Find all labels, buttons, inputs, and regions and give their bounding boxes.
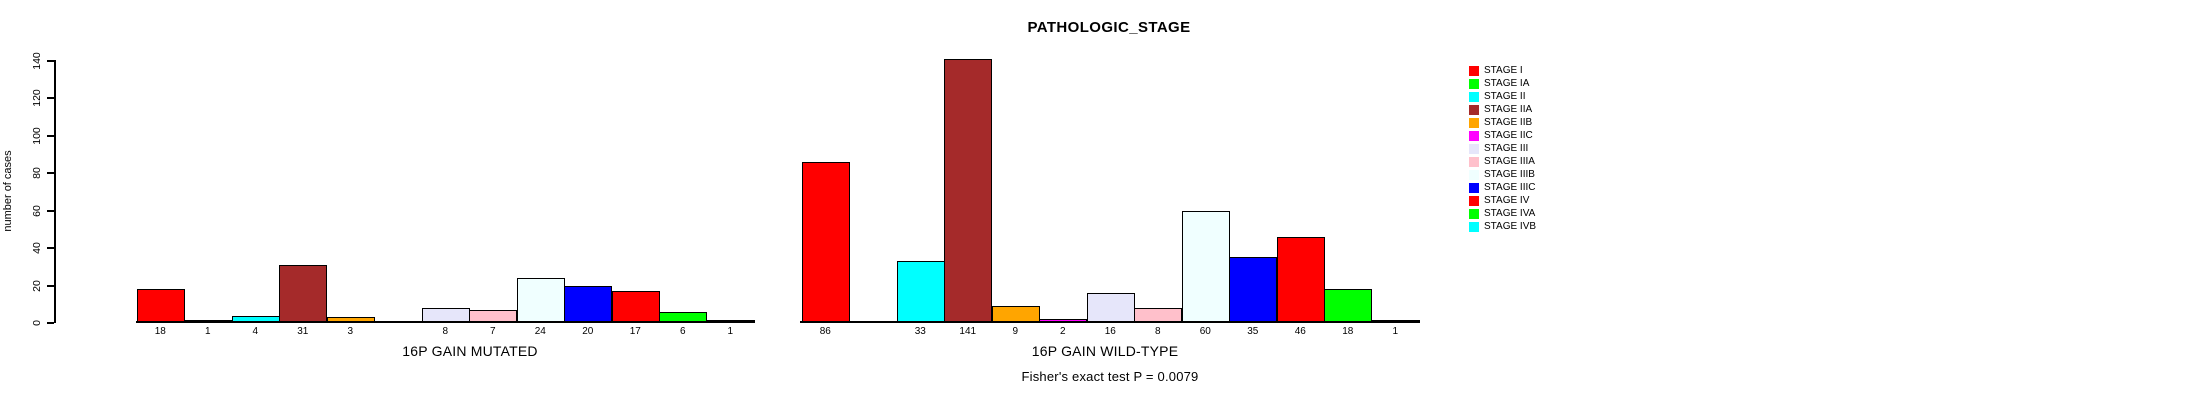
legend-label-stage-iic: STAGE IIC <box>1484 130 1533 141</box>
bar-value-16p-gain-mutated-stage-iv: 17 <box>629 326 641 337</box>
bar-16p-gain-wild-type-stage-iiib <box>1182 211 1230 323</box>
bar-value-16p-gain-mutated-stage-ivb: 1 <box>727 326 734 337</box>
legend-label-stage-iii: STAGE III <box>1484 143 1529 154</box>
bar-16p-gain-wild-type-stage-iii <box>1087 293 1135 323</box>
bar-value-16p-gain-mutated-stage-iiib: 24 <box>534 326 546 337</box>
legend-swatch-stage-iia <box>1469 105 1479 115</box>
legend-label-stage-iia: STAGE IIA <box>1484 104 1533 115</box>
bar-16p-gain-wild-type-stage-iia <box>944 59 992 323</box>
legend-label-stage-iiia: STAGE IIIA <box>1484 156 1535 167</box>
bar-value-16p-gain-wild-type-stage-ii: 33 <box>914 326 926 337</box>
legend-label-stage-iv: STAGE IV <box>1484 195 1530 206</box>
legend-swatch-stage-iva <box>1469 209 1479 219</box>
bar-16p-gain-mutated-stage-iia <box>279 265 327 323</box>
legend-label-stage-iib: STAGE IIB <box>1484 117 1533 128</box>
bar-16p-gain-mutated-stage-iiib <box>517 278 565 323</box>
bar-value-16p-gain-wild-type-stage-iia: 141 <box>959 326 977 337</box>
bar-16p-gain-wild-type-stage-iv <box>1277 237 1325 323</box>
bar-value-16p-gain-wild-type-stage-iiib: 60 <box>1199 326 1211 337</box>
y-axis-label: number of cases <box>2 150 14 232</box>
bar-value-16p-gain-wild-type-stage-iib: 9 <box>1012 326 1019 337</box>
y-axis-tick-140 <box>47 59 54 62</box>
legend-label-stage-iva: STAGE IVA <box>1484 208 1536 219</box>
y-axis-tick-label-80: 80 <box>31 167 43 180</box>
bar-value-16p-gain-wild-type-stage-ivb: 1 <box>1392 326 1399 337</box>
y-axis-tick-80 <box>47 172 54 175</box>
legend-swatch-stage-ivb <box>1469 222 1479 232</box>
bar-value-16p-gain-mutated-stage-iiic: 20 <box>582 326 594 337</box>
legend-swatch-stage-i <box>1469 66 1479 76</box>
legend-swatch-stage-iiic <box>1469 183 1479 193</box>
x-axis-label-wild-type: 16P GAIN WILD-TYPE <box>1031 343 1179 359</box>
bar-value-16p-gain-mutated-stage-iiia: 7 <box>489 326 496 337</box>
bar-value-16p-gain-wild-type-stage-iic: 2 <box>1059 326 1066 337</box>
bar-16p-gain-mutated-stage-iiic <box>564 286 612 323</box>
chart-title: PATHOLOGIC_STAGE <box>1027 19 1191 36</box>
bar-16p-gain-wild-type-stage-iva <box>1324 289 1372 323</box>
legend-swatch-stage-iiia <box>1469 157 1479 167</box>
y-axis-tick-label-100: 100 <box>31 127 43 145</box>
y-axis-tick-label-40: 40 <box>31 242 43 254</box>
x-axis-line-mutated-group <box>136 321 755 323</box>
bar-16p-gain-wild-type-stage-ii <box>897 261 945 323</box>
y-axis-tick-100 <box>47 134 54 137</box>
legend-label-stage-ii: STAGE II <box>1484 91 1526 102</box>
y-axis-tick-label-20: 20 <box>31 279 43 292</box>
y-axis-line <box>54 60 56 323</box>
legend-swatch-stage-iic <box>1469 131 1479 141</box>
legend-swatch-stage-iii <box>1469 144 1479 154</box>
legend-swatch-stage-iib <box>1469 118 1479 128</box>
y-axis-tick-0 <box>47 322 54 324</box>
bar-value-16p-gain-mutated-stage-i: 18 <box>154 326 166 337</box>
y-axis-tick-20 <box>47 284 54 287</box>
bar-value-16p-gain-wild-type-stage-iva: 18 <box>1342 326 1354 337</box>
fisher-test-annotation: Fisher's exact test P = 0.0079 <box>1021 369 1199 384</box>
bar-16p-gain-wild-type-stage-i <box>802 162 850 323</box>
y-axis-tick-120 <box>47 97 54 100</box>
legend-swatch-stage-ii <box>1469 92 1479 102</box>
bar-value-16p-gain-wild-type-stage-iiic: 35 <box>1247 326 1259 337</box>
legend-label-stage-ivb: STAGE IVB <box>1484 221 1537 232</box>
y-axis-tick-60 <box>47 209 54 212</box>
legend-label-stage-iiib: STAGE IIIB <box>1484 169 1535 180</box>
bar-value-16p-gain-mutated-stage-iii: 8 <box>442 326 449 337</box>
bar-value-16p-gain-mutated-stage-iib: 3 <box>347 326 354 337</box>
bar-value-16p-gain-mutated-stage-iva: 6 <box>679 326 686 337</box>
y-axis-tick-40 <box>47 247 54 250</box>
y-axis-tick-label-0: 0 <box>31 320 43 326</box>
bar-16p-gain-wild-type-stage-iiic <box>1229 257 1277 323</box>
legend-label-stage-iiic: STAGE IIIC <box>1484 182 1536 193</box>
bar-value-16p-gain-wild-type-stage-i: 86 <box>819 326 831 337</box>
bar-value-16p-gain-mutated-stage-ii: 4 <box>252 326 259 337</box>
bar-value-16p-gain-mutated-stage-ia: 1 <box>204 326 211 337</box>
legend-swatch-stage-iv <box>1469 196 1479 206</box>
x-axis-line-wild-type-group <box>800 321 1419 323</box>
y-axis-tick-label-60: 60 <box>31 204 43 217</box>
bar-value-16p-gain-mutated-stage-iia: 31 <box>297 326 309 337</box>
y-axis-tick-label-120: 120 <box>31 89 43 108</box>
y-axis-tick-label-140: 140 <box>31 52 43 70</box>
legend-label-stage-i: STAGE I <box>1484 65 1523 76</box>
legend-swatch-stage-ia <box>1469 79 1479 89</box>
bar-value-16p-gain-wild-type-stage-iv: 46 <box>1294 326 1306 337</box>
bar-16p-gain-mutated-stage-iv <box>612 291 660 323</box>
bar-value-16p-gain-wild-type-stage-iiia: 8 <box>1154 326 1161 337</box>
legend-swatch-stage-iiib <box>1469 170 1479 180</box>
bar-value-16p-gain-wild-type-stage-iii: 16 <box>1104 326 1116 337</box>
legend-label-stage-ia: STAGE IA <box>1484 78 1530 89</box>
x-axis-label-mutated: 16P GAIN MUTATED <box>402 343 538 359</box>
bar-16p-gain-mutated-stage-i <box>137 289 185 323</box>
